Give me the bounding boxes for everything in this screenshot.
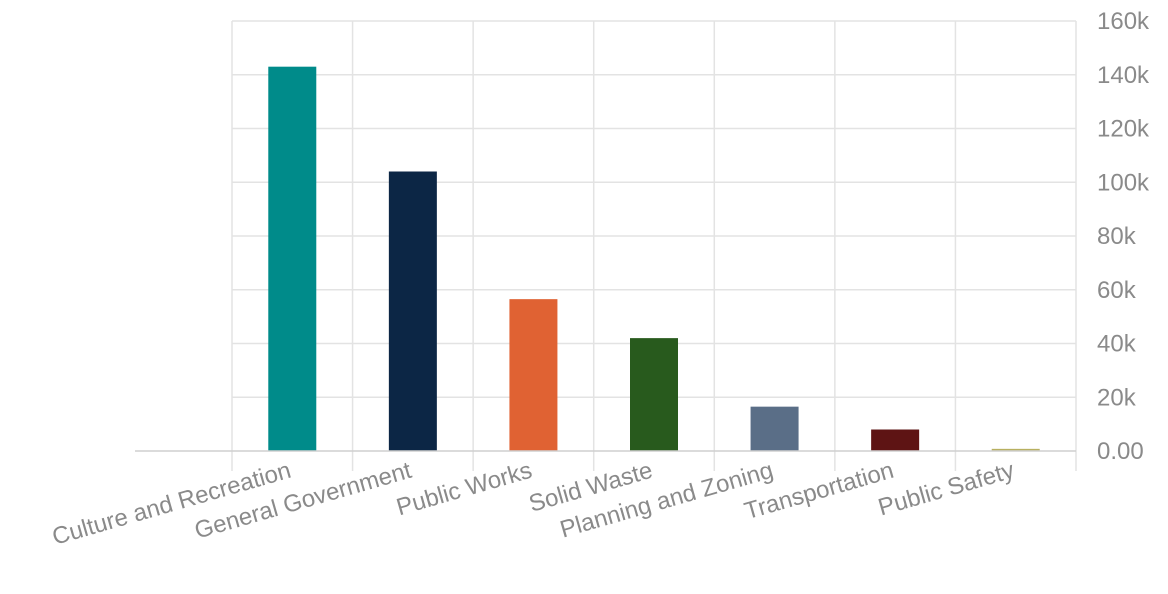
y-tick-label: 20k [1097, 384, 1137, 411]
bar-transportation[interactable] [871, 429, 920, 452]
y-tick-label: 100k [1097, 169, 1150, 196]
y-tick-label: 0.00 [1097, 438, 1144, 465]
bar-public-safety[interactable] [991, 448, 1040, 451]
y-axis-tick-labels: 0.00 20k 40k 60k 80k 100k 120k 140k 160k [1097, 8, 1150, 465]
y-tick-label: 80k [1097, 223, 1137, 250]
y-tick-label: 60k [1097, 277, 1137, 304]
bars [268, 66, 1040, 452]
y-tick-label: 40k [1097, 331, 1137, 358]
y-tick-label: 120k [1097, 116, 1150, 143]
y-tick-label: 140k [1097, 62, 1150, 89]
y-tick-label: 160k [1097, 8, 1150, 35]
bar-culture-and-recreation[interactable] [268, 66, 317, 451]
bar-solid-waste[interactable] [630, 338, 678, 451]
bar-general-government[interactable] [388, 171, 437, 452]
bar-planning-and-zoning[interactable] [750, 406, 799, 451]
bar-public-works[interactable] [509, 299, 558, 451]
